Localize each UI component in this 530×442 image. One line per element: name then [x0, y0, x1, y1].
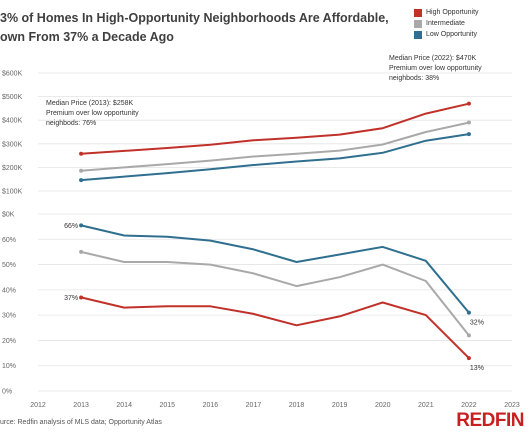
share-ytick-label: 0%	[2, 389, 12, 396]
data-label: 37%	[64, 295, 78, 302]
data-label: 66%	[64, 223, 78, 230]
x-tick-label: 2013	[73, 402, 89, 409]
data-label: 13%	[470, 365, 484, 372]
share-series-line-low-opportunity	[80, 224, 470, 314]
x-tick-label: 2018	[289, 402, 305, 409]
price-annotation-2013: Premium over low opportunity	[46, 110, 139, 117]
price-point-marker	[79, 151, 84, 156]
x-tick-label: 2014	[116, 402, 132, 409]
share-point-marker	[466, 310, 471, 315]
share-ytick-label: 60%	[2, 237, 16, 244]
legend-swatch-low-opportunity	[414, 30, 422, 39]
x-tick-label: 2021	[418, 402, 434, 409]
price-series-line-high-opportunity	[81, 102, 470, 155]
legend-swatch-high-opportunity	[414, 8, 422, 17]
data-label: 32%	[470, 320, 484, 327]
chart-title-line-1: 3% of Homes In High-Opportunity Neighbor…	[0, 11, 389, 25]
legend-item-low-opportunity: Low Opportunity	[414, 29, 479, 40]
price-point-marker	[466, 132, 471, 137]
price-annotation-2022: neighbods: 38%	[389, 75, 439, 82]
price-ytick-label: $500K	[2, 94, 23, 101]
price-point-marker	[79, 178, 84, 183]
legend-label-high-opportunity: High Opportunity	[426, 9, 479, 16]
x-tick-label: 2016	[203, 402, 219, 409]
price-annotation-2022: Premium over low opportunity	[389, 65, 482, 72]
x-tick-label: 2017	[246, 402, 262, 409]
legend-item-high-opportunity: High Opportunity	[414, 7, 479, 18]
share-point-marker	[466, 356, 471, 361]
share-ytick-label: 40%	[2, 287, 16, 294]
price-point-marker	[79, 168, 84, 173]
x-tick-label: 2019	[332, 402, 348, 409]
price-ytick-label: $300K	[2, 141, 23, 148]
share-ytick-label: 50%	[2, 262, 16, 269]
price-ytick-label: $100K	[2, 189, 23, 196]
share-point-marker	[466, 333, 471, 338]
price-ytick-label: $400K	[2, 118, 23, 125]
share-ytick-label: 10%	[2, 363, 16, 370]
share-series-line-high-opportunity	[80, 296, 470, 359]
share-ytick-label: $0K	[2, 212, 15, 219]
price-ytick-label: $200K	[2, 165, 23, 172]
share-point-marker	[79, 249, 84, 254]
legend: High Opportunity Intermediate Low Opport…	[414, 7, 479, 40]
x-tick-label: 2022	[461, 402, 477, 409]
legend-swatch-intermediate	[414, 19, 422, 28]
share-ytick-label: 20%	[2, 338, 16, 345]
chart-title-line-2: own From 37% a Decade Ago	[0, 30, 174, 44]
x-tick-label: 2012	[30, 402, 46, 409]
legend-item-intermediate: Intermediate	[414, 18, 479, 29]
x-tick-label: 2023	[504, 402, 520, 409]
share-point-marker	[79, 295, 84, 300]
chart-title: 3% of Homes In High-Opportunity Neighbor…	[0, 9, 389, 47]
price-series-line-intermediate	[81, 121, 470, 172]
share-series-line-intermediate	[80, 250, 470, 337]
price-point-marker	[466, 120, 471, 125]
source-note: urce: Redfin analysis of MLS data; Oppor…	[0, 419, 162, 426]
price-annotation-2013: neighbods: 76%	[46, 120, 96, 127]
legend-label-low-opportunity: Low Opportunity	[426, 31, 477, 38]
price-annotation-2013: Median Price (2013): $258K	[46, 100, 133, 107]
price-annotation-2022: Median Price (2022): $470K	[389, 55, 476, 62]
share-point-marker	[79, 223, 84, 228]
price-ytick-label: $600K	[2, 71, 23, 78]
price-point-marker	[466, 101, 471, 106]
redfin-logo: Redfin	[456, 410, 524, 431]
price-series-line-low-opportunity	[81, 133, 470, 182]
legend-label-intermediate: Intermediate	[426, 20, 465, 27]
share-ytick-label: 30%	[2, 313, 16, 320]
x-tick-label: 2015	[159, 402, 175, 409]
x-tick-label: 2020	[375, 402, 391, 409]
